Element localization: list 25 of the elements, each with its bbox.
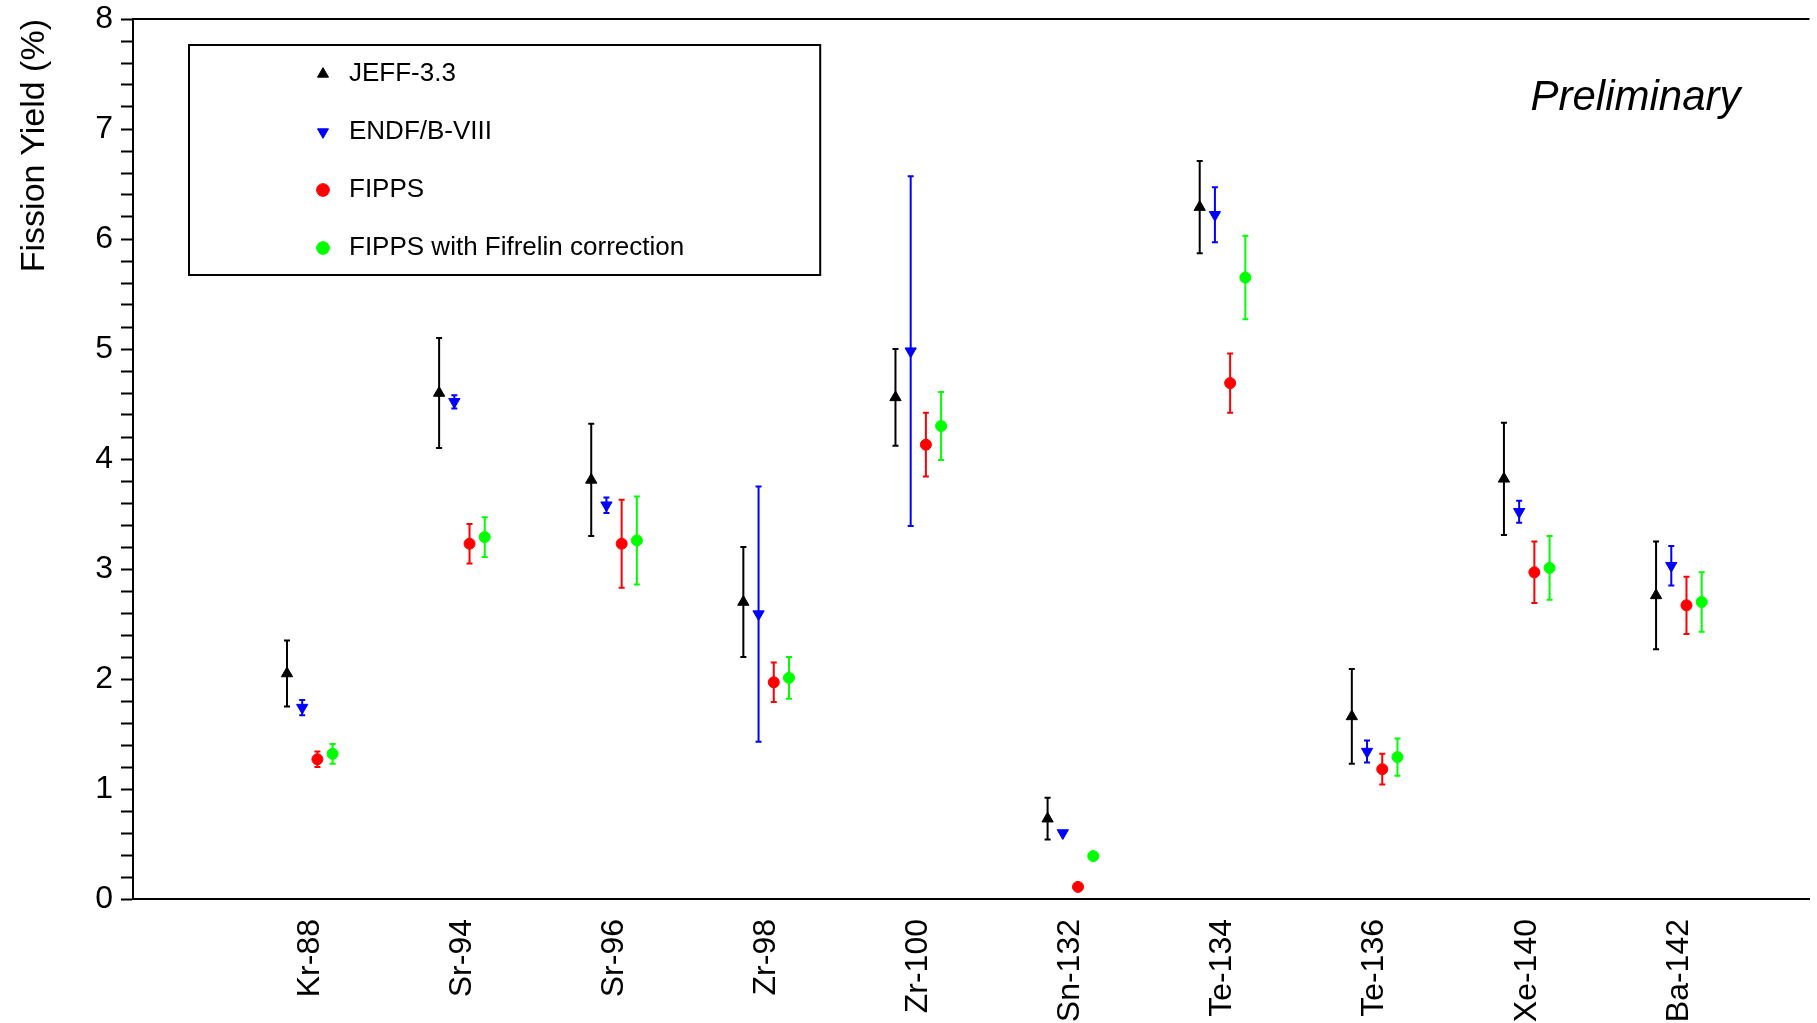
y-tick-label: 3 (95, 548, 113, 585)
legend-label: JEFF-3.3 (349, 57, 456, 88)
y-axis-title: Fission Yield (%) (12, 19, 51, 273)
y-tick-label: 6 (95, 218, 113, 255)
x-tick-label: Ba-142 (1658, 919, 1695, 1023)
legend-label: ENDF/B-VIII (349, 115, 493, 146)
y-tick-label: 8 (95, 0, 113, 35)
legend-label: FIPPS (349, 173, 425, 204)
x-tick-label: Sr-94 (441, 919, 478, 998)
x-tick-label: Zr-98 (746, 919, 782, 996)
y-tick-label: 7 (95, 108, 113, 145)
x-tick-label: Zr-100 (898, 919, 935, 1014)
y-tick-label: 1 (95, 768, 113, 805)
legend-label: FIPPS with Fifrelin correction (349, 231, 685, 262)
x-tick-label: Xe-140 (1506, 919, 1543, 1023)
y-tick-label: 2 (95, 658, 113, 695)
x-tick-label: Kr-88 (289, 919, 326, 998)
y-tick-label: 4 (95, 438, 113, 475)
annotation: Preliminary (1530, 72, 1744, 119)
x-tick-label: Sr-96 (593, 919, 630, 998)
y-tick-label: 0 (95, 878, 113, 915)
y-tick-label: 5 (95, 328, 113, 365)
x-tick-label: Te-134 (1202, 919, 1239, 1017)
x-tick-label: Te-136 (1354, 919, 1391, 1017)
x-tick-label: Sn-132 (1050, 919, 1087, 1023)
